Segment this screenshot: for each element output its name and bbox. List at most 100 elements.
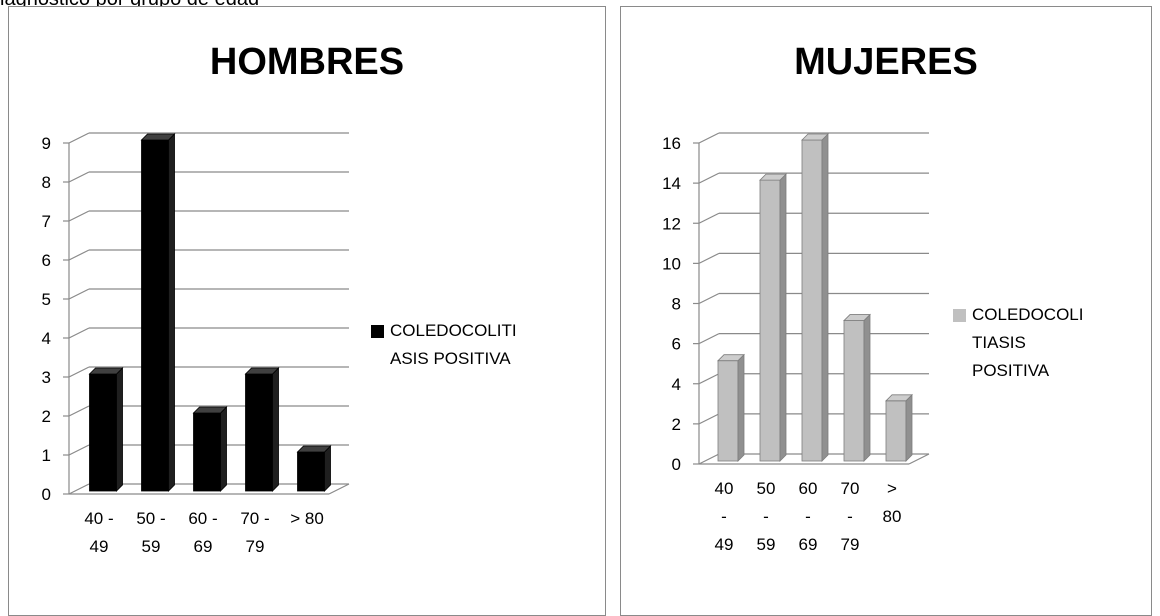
- y-tick-label: 16: [662, 134, 681, 153]
- bar-top: [717, 354, 745, 362]
- bar: [885, 393, 913, 462]
- gridline-side: [698, 373, 720, 385]
- bar: [801, 133, 829, 462]
- legend-label: COLEDOCOLITI ASIS POSITIVA: [390, 321, 517, 368]
- bar-top: [244, 367, 280, 375]
- bar: [140, 133, 176, 492]
- gridline-side: [698, 252, 720, 264]
- y-tick-label: 3: [42, 368, 51, 387]
- gridline-side: [68, 288, 90, 300]
- chart-title: MUJERES: [794, 41, 978, 83]
- gridline-side: [698, 212, 720, 224]
- bar-side: [779, 173, 787, 462]
- y-tick-labels: 0 1 2 3 4 5 6 7 8 9: [42, 134, 69, 504]
- x-tick-label-line: 49: [715, 535, 734, 554]
- x-tick-label-line: 79: [246, 537, 265, 556]
- bar-side: [324, 445, 331, 492]
- bar: [717, 353, 745, 462]
- x-tick-label-line: > 80: [290, 509, 324, 528]
- x-tick-label: 40 - 49: [715, 479, 734, 554]
- y-tick-label: 8: [42, 173, 51, 192]
- gridline-side: [698, 172, 720, 184]
- gridline-side: [68, 249, 90, 261]
- gridline-side: [68, 132, 90, 144]
- chart-title: HOMBRES: [209, 41, 405, 83]
- gridline-side: [68, 327, 90, 339]
- x-tick-label-line: -: [721, 507, 727, 526]
- x-axis-depth: [908, 453, 930, 465]
- chart-panel-hombres: HOMBRES 0 1 2 3 4 5 6 7 8 9 40 - 49 50 - 59 60 - 69 70 -…: [8, 6, 606, 616]
- x-tick-label-line: 40: [715, 479, 734, 498]
- x-tick-label-line: -: [763, 507, 769, 526]
- bar-chart-hombres: 0 1 2 3 4 5 6 7 8 9 40 - 49 50 - 59 60 - 69 70 - 79 > 80: [42, 132, 350, 556]
- bar: [843, 313, 871, 462]
- x-tick-label: 60 - 69: [188, 509, 217, 556]
- bar-side: [168, 133, 175, 492]
- bar: [192, 406, 228, 492]
- bar-front: [89, 373, 117, 492]
- bar: [759, 173, 787, 462]
- bar-top: [843, 314, 871, 321]
- x-tick-label-line: -: [847, 507, 853, 526]
- y-tick-label: 6: [42, 251, 51, 270]
- y-tick-label: 5: [42, 290, 51, 309]
- bar-front: [717, 360, 739, 462]
- bar-front: [297, 451, 325, 492]
- bar: [88, 367, 124, 492]
- bars: [717, 133, 913, 462]
- gridline-side: [698, 132, 720, 144]
- x-tick-label: > 80: [290, 509, 324, 528]
- y-tick-labels: 0 2 4 6 8 10 12 14 16: [662, 134, 699, 474]
- y-tick-label: 10: [662, 254, 681, 273]
- bars: [88, 133, 332, 492]
- bar-top: [759, 173, 787, 181]
- gridline-side: [698, 453, 720, 465]
- x-tick-label-line: 49: [90, 537, 109, 556]
- y-tick-label: 14: [662, 174, 681, 193]
- y-tick-label: 0: [672, 455, 681, 474]
- x-tick-label-line: 50 -: [136, 509, 165, 528]
- x-tick-label-line: 60 -: [188, 509, 217, 528]
- x-tick-label-line: 59: [757, 535, 776, 554]
- bar-front: [141, 139, 169, 492]
- y-tick-label: 7: [42, 212, 51, 231]
- y-tick-label: 0: [42, 485, 51, 504]
- bar-front: [885, 400, 907, 462]
- bar-top: [296, 445, 332, 453]
- x-tick-label: 60 - 69: [799, 479, 818, 554]
- x-tick-label-line: 60: [799, 479, 818, 498]
- x-tick-label: 40 - 49: [84, 509, 113, 556]
- x-axis-depth: [328, 483, 350, 495]
- x-tick-label-line: 69: [799, 535, 818, 554]
- bar-top: [88, 367, 124, 375]
- bar-side: [116, 367, 123, 492]
- x-tick-label-line: 80: [883, 507, 902, 526]
- x-tick-labels: 40 - 49 50 - 59 60 - 69 70 - 79 > 80: [84, 509, 323, 556]
- bar-front: [801, 139, 823, 462]
- gridline-side: [68, 444, 90, 456]
- bar-top: [192, 406, 228, 414]
- y-tick-label: 4: [42, 329, 51, 348]
- bar-side: [220, 406, 227, 492]
- gridline-side: [68, 210, 90, 222]
- bar-top: [140, 133, 176, 141]
- x-tick-label: >80: [883, 479, 902, 526]
- gridline-side: [68, 366, 90, 378]
- x-tick-label-line: 70 -: [240, 509, 269, 528]
- bar-front: [245, 373, 273, 492]
- bar-side: [863, 313, 871, 462]
- gridline-side: [698, 413, 720, 425]
- y-tick-label: 2: [672, 415, 681, 434]
- y-tick-label: 9: [42, 134, 51, 153]
- x-tick-label-line: 40 -: [84, 509, 113, 528]
- x-tick-label-line: 59: [142, 537, 161, 556]
- x-tick-labels: 40 - 49 50 - 59 60 - 69 70 - 79 > 80: [715, 479, 902, 554]
- legend: COLEDOCOLI TIASIS POSITIVA: [953, 301, 1083, 385]
- page-heading-fragment: iagnóstico por grupo de edad: [0, 0, 259, 11]
- y-tick-label: 2: [42, 407, 51, 426]
- y-tick-label: 12: [662, 214, 681, 233]
- legend-swatch: [953, 309, 966, 322]
- bar-front: [759, 179, 781, 462]
- bar-front: [193, 412, 221, 492]
- x-tick-label-line: 69: [194, 537, 213, 556]
